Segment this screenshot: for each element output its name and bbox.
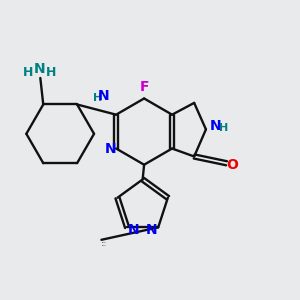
Text: methyl: methyl [101,245,106,246]
Text: N: N [98,89,109,103]
Text: O: O [226,158,238,172]
Text: N: N [128,223,140,237]
Text: H: H [23,66,34,79]
Text: N: N [104,142,116,156]
Text: F: F [140,80,149,94]
Text: N: N [210,119,221,134]
Text: H: H [93,93,102,103]
Text: H: H [219,123,228,133]
Text: N: N [34,62,46,76]
Text: H: H [46,66,57,79]
Text: N: N [146,223,158,237]
Text: methyl: methyl [102,242,107,243]
